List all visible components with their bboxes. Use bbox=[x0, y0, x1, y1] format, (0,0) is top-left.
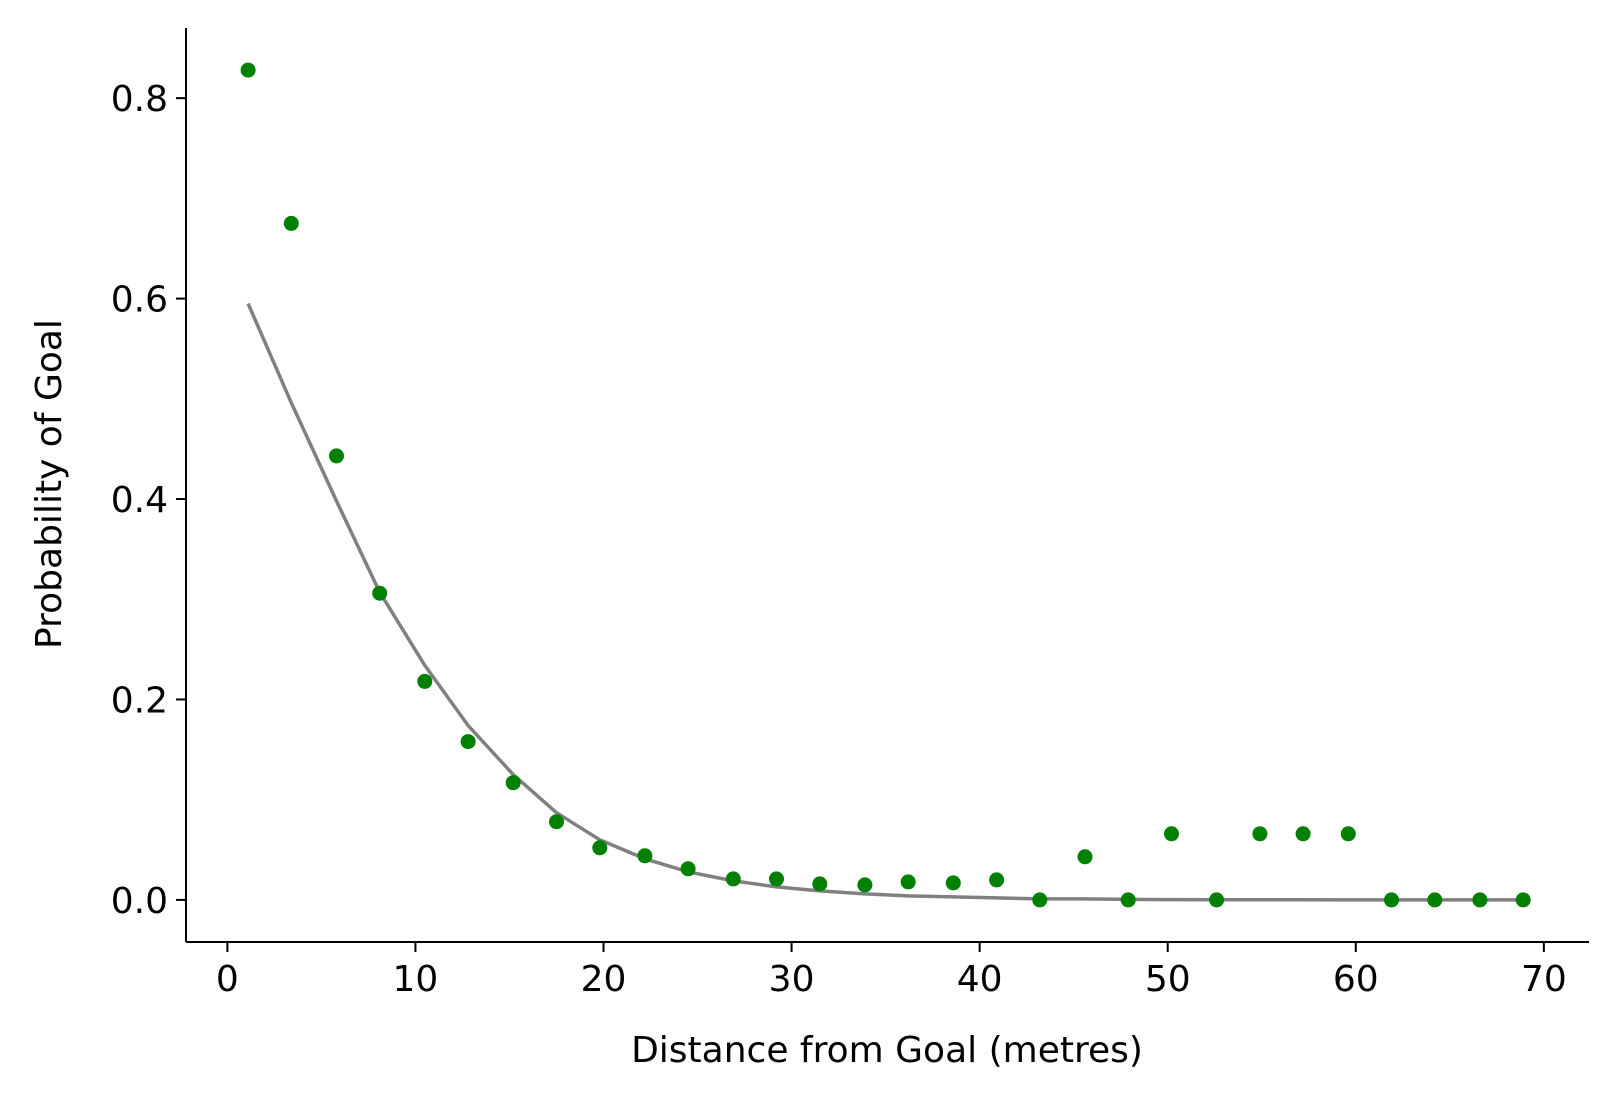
scatter-point bbox=[549, 814, 564, 830]
y-tick-label: 0.6 bbox=[111, 280, 168, 321]
scatter-point bbox=[857, 877, 873, 893]
scatter-point bbox=[1164, 826, 1179, 842]
scatter-point bbox=[505, 775, 521, 791]
y-axis-label: Probability of Goal bbox=[29, 319, 70, 649]
scatter-point bbox=[329, 448, 344, 464]
scatter-point bbox=[725, 871, 741, 887]
scatter-point bbox=[989, 872, 1005, 888]
scatter-point bbox=[900, 874, 916, 890]
scatter-point bbox=[417, 673, 433, 689]
fit-line bbox=[246, 302, 1524, 902]
scatter-point bbox=[1472, 892, 1488, 908]
x-tick-label: 40 bbox=[957, 959, 1003, 1000]
scatter-point bbox=[1384, 892, 1399, 908]
scatter-point bbox=[372, 585, 388, 601]
scatter-point bbox=[1032, 892, 1048, 908]
y-tick-label: 0.8 bbox=[111, 79, 168, 120]
scatter-point bbox=[283, 215, 299, 231]
scatter-point bbox=[1209, 892, 1225, 908]
scatter-point bbox=[1077, 849, 1093, 865]
x-ticks: 0 10 20 30 40 50 60 70 bbox=[216, 942, 1567, 1000]
scatter-point bbox=[1340, 826, 1356, 842]
scatter-point bbox=[637, 848, 653, 864]
scatter-point bbox=[1515, 892, 1531, 908]
plot-area bbox=[240, 62, 1531, 908]
scatter-point bbox=[592, 840, 608, 856]
scatter-point bbox=[769, 871, 784, 887]
axes bbox=[185, 28, 1589, 943]
scatter-point bbox=[1252, 826, 1268, 842]
x-tick-label: 0 bbox=[216, 959, 239, 1000]
y-tick-label: 0.0 bbox=[111, 881, 168, 922]
scatter-point bbox=[812, 876, 828, 892]
x-axis-label: Distance from Goal (metres) bbox=[631, 1030, 1143, 1071]
scatter-point bbox=[460, 734, 476, 750]
scatter-point bbox=[1427, 892, 1443, 908]
x-tick-label: 10 bbox=[393, 959, 439, 1000]
scatter-point bbox=[680, 861, 696, 877]
x-tick-label: 30 bbox=[769, 959, 815, 1000]
scatter-point bbox=[945, 875, 961, 891]
y-tick-label: 0.2 bbox=[111, 680, 168, 721]
scatter-point bbox=[1120, 892, 1136, 908]
x-tick-label: 70 bbox=[1521, 959, 1567, 1000]
x-tick-label: 60 bbox=[1333, 959, 1379, 1000]
y-ticks: 0.0 0.2 0.4 0.6 0.8 bbox=[111, 79, 186, 922]
scatter-point bbox=[240, 62, 256, 78]
y-tick-label: 0.4 bbox=[111, 480, 168, 521]
x-tick-label: 20 bbox=[581, 959, 627, 1000]
x-tick-label: 50 bbox=[1145, 959, 1191, 1000]
scatter-point bbox=[1295, 826, 1311, 842]
